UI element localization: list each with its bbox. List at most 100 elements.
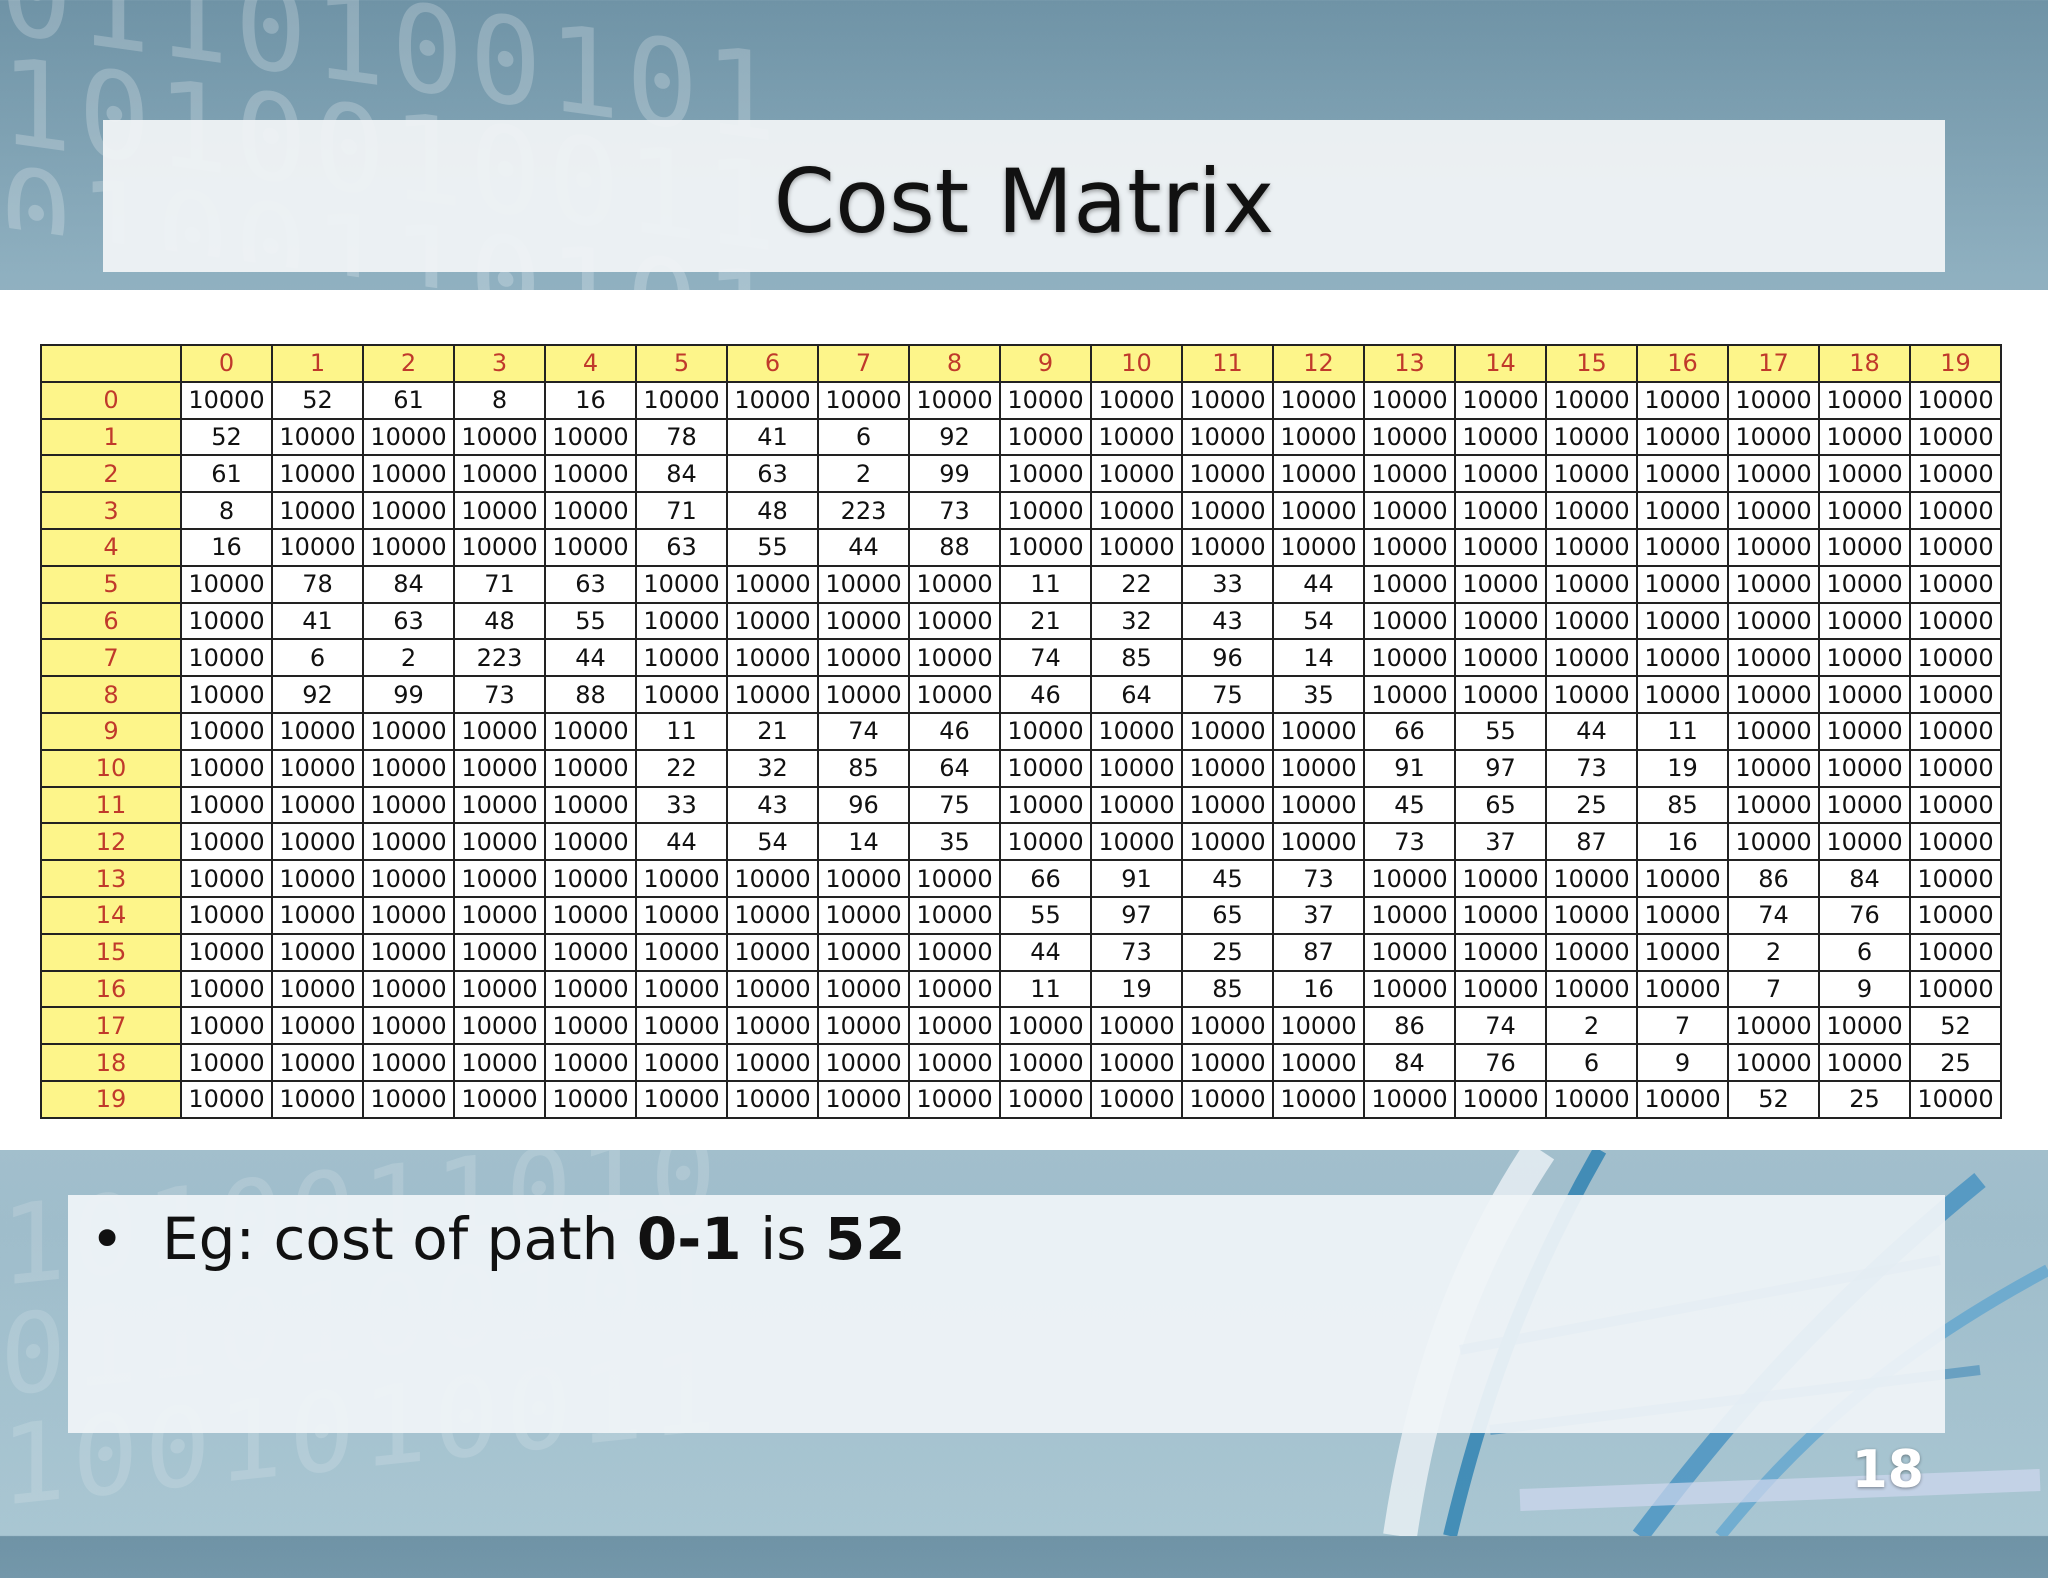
matrix-cell: 10000: [180, 1006, 273, 1046]
row-header: 2: [40, 454, 182, 494]
matrix-cell: 85: [1181, 969, 1274, 1009]
row-header: 11: [40, 785, 182, 825]
matrix-cell: 10000: [362, 1079, 455, 1119]
matrix-cell: 10000: [1454, 417, 1547, 457]
matrix-cell: 10000: [453, 822, 546, 862]
matrix-cell: 10000: [180, 601, 273, 641]
matrix-cell: 10000: [1636, 932, 1729, 972]
matrix-cell: 76: [1818, 895, 1911, 935]
matrix-cell: 44: [1272, 564, 1365, 604]
matrix-cell: 10000: [1818, 711, 1911, 751]
matrix-cell: 35: [908, 822, 1001, 862]
matrix-cell: 52: [180, 417, 273, 457]
row-header: 10: [40, 748, 182, 788]
matrix-cell: 52: [1909, 1006, 2002, 1046]
matrix-cell: 74: [1454, 1006, 1547, 1046]
matrix-cell: 10000: [1818, 417, 1911, 457]
matrix-cell: 10000: [1818, 1043, 1911, 1082]
bullet-item: • Eg: cost of path 0-1 is 52: [90, 1205, 906, 1273]
matrix-cell: 10000: [1363, 417, 1456, 457]
matrix-cell: 10000: [180, 380, 273, 420]
matrix-cell: 10000: [1454, 454, 1547, 494]
matrix-cell: 10000: [1272, 785, 1365, 825]
matrix-cell: 10000: [817, 564, 910, 604]
matrix-cell: 87: [1272, 932, 1365, 972]
matrix-cell: 11: [999, 564, 1092, 604]
matrix-cell: 10000: [1727, 417, 1820, 457]
matrix-cell: 9: [1636, 1043, 1729, 1082]
row-header: 9: [40, 711, 182, 751]
matrix-cell: 10000: [544, 491, 637, 530]
column-header: 13: [1363, 344, 1456, 383]
matrix-cell: 97: [1454, 748, 1547, 788]
matrix-cell: 73: [453, 675, 546, 714]
matrix-cell: 10000: [1727, 491, 1820, 530]
matrix-cell: 10000: [362, 895, 455, 935]
matrix-cell: 10000: [271, 859, 364, 898]
matrix-cell: 63: [544, 564, 637, 604]
matrix-cell: 10000: [453, 527, 546, 567]
matrix-cell: 10000: [362, 859, 455, 898]
matrix-cell: 35: [1272, 675, 1365, 714]
matrix-row: 13 10000 10000 10000 10000 10000 10000 10000 100…: [40, 859, 2002, 898]
matrix-cell: 10000: [180, 785, 273, 825]
matrix-cell: 10000: [1363, 564, 1456, 604]
matrix-cell: 10000: [271, 527, 364, 567]
matrix-cell: 10000: [1090, 785, 1183, 825]
matrix-cell: 10000: [817, 638, 910, 678]
matrix-cell: 73: [1545, 748, 1638, 788]
matrix-cell: 10000: [544, 969, 637, 1009]
matrix-cell: 10000: [999, 748, 1092, 788]
matrix-cell: 10000: [271, 895, 364, 935]
matrix-cell: 10000: [362, 491, 455, 530]
matrix-cell: 32: [1090, 601, 1183, 641]
matrix-cell: 10000: [362, 527, 455, 567]
row-header: 3: [40, 491, 182, 530]
matrix-cell: 10000: [1363, 454, 1456, 494]
matrix-cell: 10000: [271, 417, 364, 457]
matrix-cell: 55: [999, 895, 1092, 935]
bullet-middle: is: [741, 1205, 825, 1273]
column-header: 1: [271, 344, 364, 383]
matrix-cell: 10000: [1636, 601, 1729, 641]
matrix-cell: 10000: [271, 785, 364, 825]
matrix-cell: 10000: [1818, 785, 1911, 825]
matrix-row: 11 10000 10000 10000 10000 10000 33 43 96 75 10000…: [40, 785, 2002, 825]
matrix-cell: 74: [999, 638, 1092, 678]
matrix-cell: 10000: [453, 491, 546, 530]
matrix-cell: 2: [817, 454, 910, 494]
matrix-cell: 223: [453, 638, 546, 678]
column-header: 18: [1818, 344, 1911, 383]
matrix-cell: 10000: [1909, 748, 2002, 788]
matrix-cell: 10000: [362, 1043, 455, 1082]
matrix-cell: 32: [726, 748, 819, 788]
matrix-cell: 10000: [1909, 601, 2002, 641]
matrix-cell: 10000: [1545, 969, 1638, 1009]
matrix-cell: 16: [1636, 822, 1729, 862]
matrix-cell: 10000: [271, 748, 364, 788]
matrix-cell: 44: [544, 638, 637, 678]
matrix-cell: 10000: [453, 895, 546, 935]
matrix-cell: 73: [1272, 859, 1365, 898]
matrix-cell: 10000: [544, 1006, 637, 1046]
matrix-cell: 46: [999, 675, 1092, 714]
matrix-cell: 85: [1090, 638, 1183, 678]
bullet-cost: 52: [824, 1205, 906, 1273]
matrix-cell: 10000: [544, 1043, 637, 1082]
matrix-cell: 10000: [817, 601, 910, 641]
matrix-cell: 46: [908, 711, 1001, 751]
matrix-cell: 92: [271, 675, 364, 714]
matrix-cell: 10000: [1727, 527, 1820, 567]
matrix-cell: 10000: [1909, 675, 2002, 714]
matrix-cell: 54: [1272, 601, 1365, 641]
matrix-cell: 10000: [1181, 822, 1274, 862]
matrix-cell: 10000: [1545, 454, 1638, 494]
matrix-corner-cell: [40, 344, 182, 383]
matrix-cell: 10000: [544, 417, 637, 457]
matrix-cell: 10000: [180, 859, 273, 898]
matrix-cell: 10000: [635, 601, 728, 641]
matrix-cell: 44: [999, 932, 1092, 972]
matrix-cell: 55: [726, 527, 819, 567]
row-header: 7: [40, 638, 182, 678]
matrix-cell: 10000: [271, 1043, 364, 1082]
